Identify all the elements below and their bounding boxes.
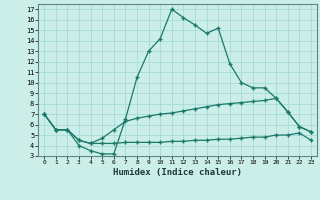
X-axis label: Humidex (Indice chaleur): Humidex (Indice chaleur) [113, 168, 242, 177]
